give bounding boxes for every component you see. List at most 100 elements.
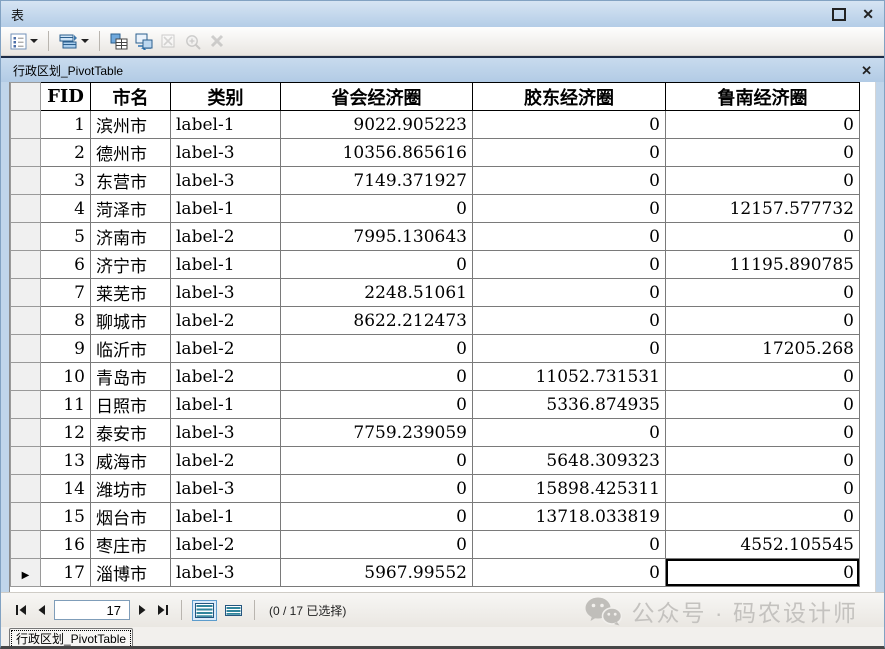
cell[interactable]: 济宁市 xyxy=(90,250,171,279)
cell[interactable]: 0 xyxy=(280,446,473,475)
zoom-to-selected-button[interactable] xyxy=(183,32,203,51)
cell[interactable]: 15 xyxy=(40,502,91,531)
select-by-attributes-button[interactable] xyxy=(109,32,129,51)
row-selector[interactable] xyxy=(10,306,41,335)
cell[interactable]: 济南市 xyxy=(90,222,171,251)
cell[interactable]: 12 xyxy=(40,418,91,447)
cell[interactable]: 6 xyxy=(40,250,91,279)
cell[interactable]: 0 xyxy=(472,530,666,559)
row-selector[interactable]: ▶ xyxy=(10,558,41,587)
cell[interactable]: 7759.239059 xyxy=(280,418,473,447)
cell[interactable]: 0 xyxy=(280,474,473,503)
cell[interactable]: label-2 xyxy=(170,222,281,251)
cell[interactable]: 0 xyxy=(665,278,860,307)
close-icon[interactable]: ✕ xyxy=(862,6,874,22)
cell[interactable]: label-3 xyxy=(170,418,281,447)
row-selector[interactable] xyxy=(10,502,41,531)
column-header-shenghui[interactable]: 省会经济圈 xyxy=(280,82,473,111)
cell[interactable]: 2248.51061 xyxy=(280,278,473,307)
row-selector[interactable] xyxy=(10,530,41,559)
cell[interactable]: 8 xyxy=(40,306,91,335)
cell[interactable]: label-2 xyxy=(170,362,281,391)
cell[interactable]: 5 xyxy=(40,222,91,251)
cell[interactable]: 淄博市 xyxy=(90,558,171,587)
cell[interactable]: label-3 xyxy=(170,166,281,195)
sheet-close-icon[interactable]: ✕ xyxy=(861,62,872,78)
cell[interactable]: label-1 xyxy=(170,250,281,279)
cell[interactable]: 0 xyxy=(665,222,860,251)
corner-cell[interactable] xyxy=(10,82,41,111)
switch-selection-button[interactable] xyxy=(134,32,154,51)
cell[interactable]: 0 xyxy=(472,194,666,223)
cell[interactable]: 12157.577732 xyxy=(665,194,860,223)
cell[interactable]: 1 xyxy=(40,110,91,139)
cell[interactable]: label-1 xyxy=(170,390,281,419)
bottom-sheet-tab[interactable]: 行政区划_PivotTable xyxy=(9,628,134,646)
cell[interactable]: label-2 xyxy=(170,446,281,475)
cell[interactable]: 15898.425311 xyxy=(472,474,666,503)
row-selector[interactable] xyxy=(10,390,41,419)
cell[interactable]: 11 xyxy=(40,390,91,419)
row-selector[interactable] xyxy=(10,250,41,279)
cell[interactable]: 10 xyxy=(40,362,91,391)
cell[interactable]: 3 xyxy=(40,166,91,195)
row-selector[interactable] xyxy=(10,194,41,223)
cell[interactable]: 0 xyxy=(665,110,860,139)
row-selector[interactable] xyxy=(10,166,41,195)
cell[interactable]: 9 xyxy=(40,334,91,363)
cell[interactable]: 0 xyxy=(280,502,473,531)
last-record-button[interactable] xyxy=(155,603,171,617)
cell[interactable]: 2 xyxy=(40,138,91,167)
column-header-category[interactable]: 类别 xyxy=(170,82,281,111)
cell[interactable]: 0 xyxy=(472,558,666,587)
cell[interactable]: 0 xyxy=(665,558,860,587)
cell[interactable]: 10356.865616 xyxy=(280,138,473,167)
row-selector[interactable] xyxy=(10,110,41,139)
cell[interactable]: label-3 xyxy=(170,138,281,167)
cell[interactable]: 0 xyxy=(665,362,860,391)
cell[interactable]: 0 xyxy=(472,334,666,363)
cell[interactable]: 17205.268 xyxy=(665,334,860,363)
cell[interactable]: 0 xyxy=(665,306,860,335)
cell[interactable]: label-1 xyxy=(170,110,281,139)
cell[interactable]: 烟台市 xyxy=(90,502,171,531)
table-options-button[interactable] xyxy=(9,32,39,51)
cell[interactable]: 东营市 xyxy=(90,166,171,195)
cell[interactable]: 11052.731531 xyxy=(472,362,666,391)
cell[interactable]: 0 xyxy=(665,474,860,503)
cell[interactable]: 菏泽市 xyxy=(90,194,171,223)
cell[interactable]: 临沂市 xyxy=(90,334,171,363)
cell[interactable]: 0 xyxy=(280,334,473,363)
cell[interactable]: label-2 xyxy=(170,334,281,363)
cell[interactable]: 德州市 xyxy=(90,138,171,167)
maximize-icon[interactable] xyxy=(832,7,847,21)
cell[interactable]: label-3 xyxy=(170,278,281,307)
cell[interactable]: 0 xyxy=(472,278,666,307)
previous-record-button[interactable] xyxy=(35,603,48,617)
cell[interactable]: 0 xyxy=(665,166,860,195)
cell[interactable]: label-2 xyxy=(170,530,281,559)
cell[interactable]: 7 xyxy=(40,278,91,307)
clear-selection-button[interactable] xyxy=(159,32,178,51)
cell[interactable]: 滨州市 xyxy=(90,110,171,139)
cell[interactable]: 0 xyxy=(665,138,860,167)
first-record-button[interactable] xyxy=(13,603,29,617)
cell[interactable]: 0 xyxy=(472,306,666,335)
cell[interactable]: 0 xyxy=(665,418,860,447)
row-selector[interactable] xyxy=(10,222,41,251)
cell[interactable]: 莱芜市 xyxy=(90,278,171,307)
record-number-input[interactable] xyxy=(54,600,130,620)
cell[interactable]: 13718.033819 xyxy=(472,502,666,531)
cell[interactable]: 枣庄市 xyxy=(90,530,171,559)
show-all-records-button[interactable] xyxy=(192,599,217,621)
cell[interactable]: 7149.371927 xyxy=(280,166,473,195)
show-selected-records-button[interactable] xyxy=(223,603,244,618)
cell[interactable]: 4 xyxy=(40,194,91,223)
cell[interactable]: 0 xyxy=(665,390,860,419)
cell[interactable]: label-3 xyxy=(170,558,281,587)
column-header-fid[interactable]: FID xyxy=(40,82,91,111)
cell[interactable]: 0 xyxy=(665,502,860,531)
row-selector[interactable] xyxy=(10,278,41,307)
cell[interactable]: 4552.105545 xyxy=(665,530,860,559)
cell[interactable]: 8622.212473 xyxy=(280,306,473,335)
